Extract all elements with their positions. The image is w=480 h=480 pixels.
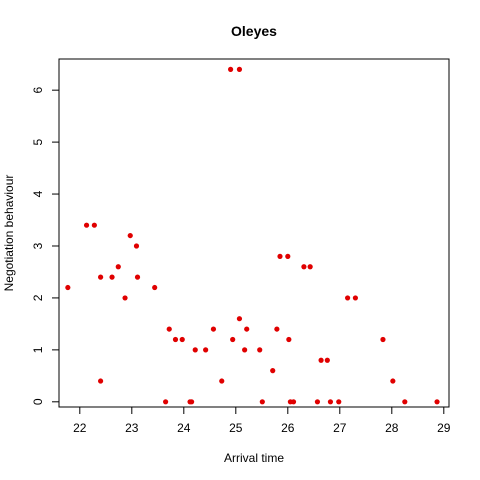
y-tick-label: 6 bbox=[31, 87, 45, 94]
y-tick-label: 3 bbox=[31, 242, 45, 249]
data-point bbox=[189, 399, 195, 405]
data-point bbox=[336, 399, 342, 405]
chart-title: Oleyes bbox=[231, 23, 277, 39]
data-point bbox=[285, 253, 291, 259]
data-point bbox=[203, 347, 209, 353]
x-tick-label: 27 bbox=[333, 421, 347, 435]
y-axis-label: Negotiation behaviour bbox=[2, 175, 16, 292]
data-point bbox=[327, 399, 334, 405]
data-point bbox=[172, 336, 179, 343]
data-point bbox=[390, 378, 396, 384]
data-point bbox=[318, 357, 324, 363]
x-tick-label: 25 bbox=[229, 421, 243, 435]
data-point bbox=[244, 326, 250, 332]
x-tick-label: 28 bbox=[385, 421, 399, 435]
data-point bbox=[152, 284, 158, 291]
plot-frame bbox=[58, 58, 450, 408]
y-tick-label: 0 bbox=[31, 398, 45, 405]
y-tick-label: 1 bbox=[31, 346, 45, 353]
data-point bbox=[290, 399, 297, 405]
data-point bbox=[277, 253, 283, 259]
x-tick-label: 29 bbox=[437, 421, 451, 435]
data-point bbox=[98, 378, 104, 384]
data-point bbox=[380, 336, 386, 343]
data-point bbox=[434, 399, 440, 405]
data-point bbox=[134, 274, 141, 280]
data-point bbox=[166, 326, 172, 332]
data-point bbox=[314, 399, 321, 405]
data-point bbox=[228, 66, 234, 72]
data-point bbox=[210, 326, 217, 332]
data-point bbox=[345, 295, 351, 301]
data-point bbox=[65, 284, 71, 291]
data-point bbox=[83, 222, 90, 228]
data-point bbox=[307, 264, 313, 270]
y-axis: 0 1 2 3 4 5 6 bbox=[31, 87, 60, 405]
x-tick-label: 22 bbox=[73, 421, 87, 435]
data-point bbox=[301, 264, 307, 270]
data-point bbox=[352, 295, 358, 301]
data-point bbox=[236, 66, 243, 72]
data-point bbox=[236, 316, 243, 322]
data-point bbox=[179, 336, 185, 343]
x-axis-label: Arrival time bbox=[224, 451, 284, 465]
x-axis: 22 23 24 25 26 27 28 29 bbox=[73, 406, 451, 435]
x-tick-label: 26 bbox=[281, 421, 295, 435]
data-point bbox=[219, 378, 225, 384]
data-point bbox=[127, 232, 133, 239]
data-point bbox=[192, 347, 198, 353]
data-point bbox=[242, 347, 248, 353]
data-point bbox=[286, 336, 292, 343]
data-point bbox=[257, 347, 263, 353]
data-point bbox=[402, 399, 408, 405]
data-point bbox=[122, 295, 128, 301]
data-point bbox=[115, 264, 121, 270]
data-point bbox=[270, 368, 276, 374]
data-point bbox=[274, 326, 280, 332]
data-point bbox=[230, 336, 236, 343]
x-tick-label: 24 bbox=[177, 421, 191, 435]
y-tick-label: 4 bbox=[31, 190, 45, 197]
y-tick-label: 5 bbox=[31, 138, 45, 145]
data-point bbox=[109, 274, 115, 280]
data-point bbox=[259, 399, 265, 405]
data-point bbox=[98, 274, 104, 280]
x-tick-label: 23 bbox=[125, 421, 139, 435]
data-points bbox=[65, 66, 440, 405]
y-tick-label: 2 bbox=[31, 294, 45, 301]
data-point bbox=[163, 399, 169, 405]
data-point bbox=[133, 243, 140, 249]
data-point bbox=[324, 357, 330, 363]
data-point bbox=[91, 222, 97, 228]
